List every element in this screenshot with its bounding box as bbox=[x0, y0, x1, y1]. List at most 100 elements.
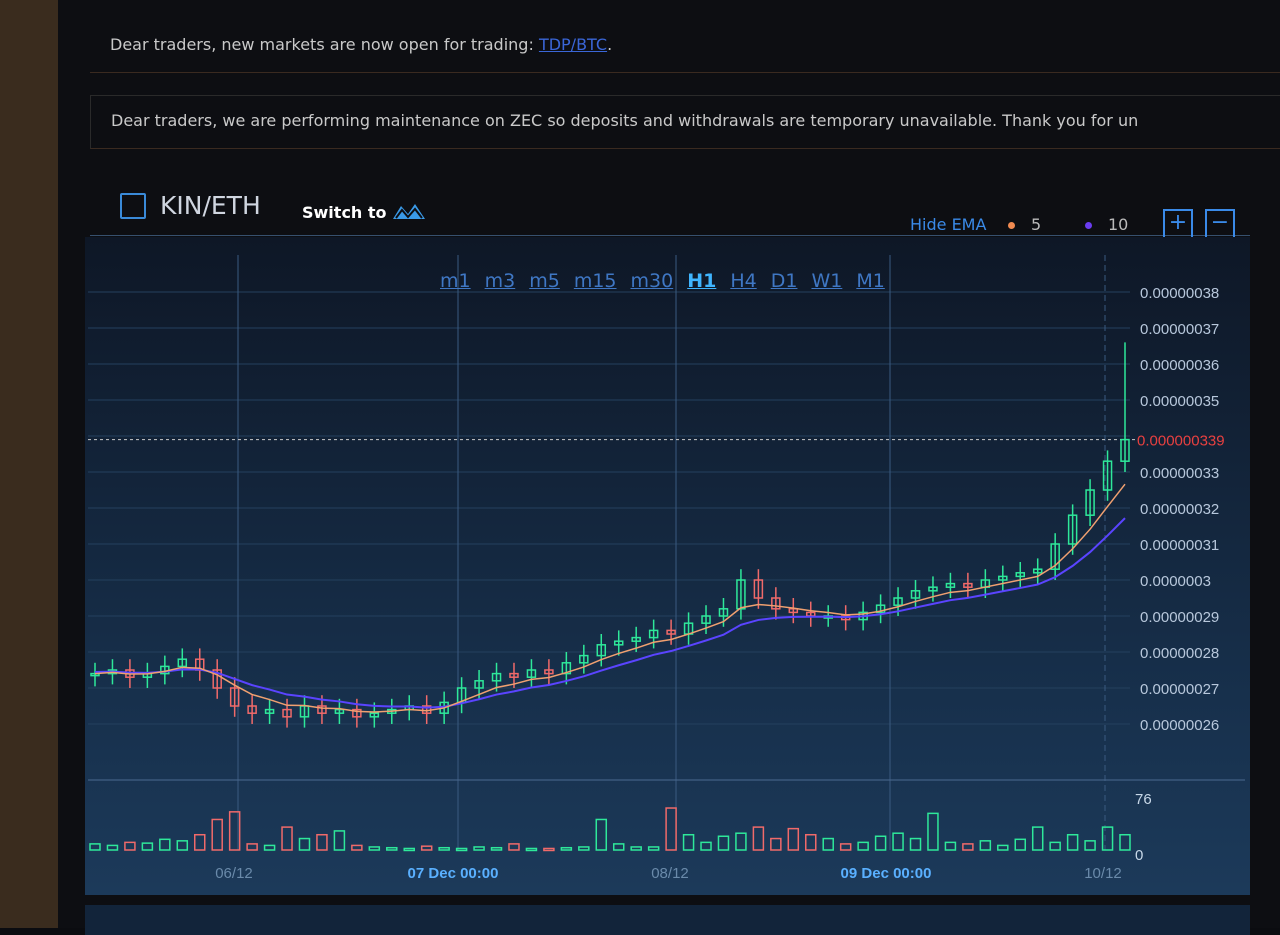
depth-chart-icon[interactable] bbox=[392, 201, 426, 221]
last-price-label: 0.000000339 bbox=[1137, 433, 1225, 450]
candle-body bbox=[526, 669, 537, 678]
notice-text: Dear traders, we are performing maintena… bbox=[111, 111, 1139, 130]
monitor-bezel bbox=[0, 0, 58, 928]
volume-bar bbox=[1049, 841, 1061, 851]
volume-bar bbox=[700, 841, 712, 851]
price-tick-label: 0.00000027 bbox=[1140, 681, 1219, 698]
volume-bar bbox=[176, 840, 189, 851]
tf-h1[interactable]: H1 bbox=[687, 270, 717, 292]
chart-header: KIN/ETH Switch to Hide EMA 5 10 + − bbox=[90, 185, 1250, 239]
price-tick-label: 0.00000029 bbox=[1140, 609, 1219, 626]
volume-bar bbox=[1031, 826, 1044, 851]
ema-5-legend[interactable]: 5 bbox=[1008, 215, 1041, 234]
volume-bar bbox=[298, 837, 311, 851]
x-axis-label: 09 Dec 00:00 bbox=[841, 865, 932, 882]
notice-maintenance: Dear traders, we are performing maintena… bbox=[90, 95, 1280, 149]
volume-tick-label: 0 bbox=[1135, 847, 1143, 864]
volume-bar bbox=[630, 846, 642, 851]
volume-bar bbox=[124, 841, 136, 851]
candle-body bbox=[317, 705, 327, 714]
price-tick-label: 0.00000035 bbox=[1140, 393, 1219, 410]
candle-body bbox=[579, 654, 589, 664]
tf-d1[interactable]: D1 bbox=[770, 270, 798, 292]
volume-bar bbox=[403, 847, 415, 852]
volume-bar bbox=[612, 843, 625, 851]
candle-body bbox=[648, 629, 659, 639]
tf-h4[interactable]: H4 bbox=[730, 270, 757, 292]
candle-body bbox=[1050, 543, 1060, 570]
volume-bar bbox=[595, 818, 608, 851]
tf-w1[interactable]: W1 bbox=[811, 270, 843, 292]
candle-body bbox=[718, 608, 729, 617]
volume-bar bbox=[892, 832, 904, 851]
volume-bar bbox=[962, 843, 974, 851]
price-tick-label: 0.00000038 bbox=[1140, 285, 1219, 302]
price-tick-label: 0.00000036 bbox=[1140, 357, 1219, 374]
switch-to-label[interactable]: Switch to bbox=[302, 203, 387, 222]
tf-m5[interactable]: m5 bbox=[529, 270, 560, 292]
ema-10-dot bbox=[1085, 222, 1092, 229]
candle-body bbox=[509, 672, 519, 678]
candle-body bbox=[369, 712, 380, 718]
price-tick-label: 0.00000026 bbox=[1140, 717, 1219, 734]
candle-body bbox=[544, 669, 554, 675]
volume-bar bbox=[752, 826, 765, 851]
volume-bar bbox=[263, 844, 276, 851]
tf-m15[interactable]: m15 bbox=[573, 270, 617, 292]
tf-mo1[interactable]: M1 bbox=[856, 270, 885, 292]
volume-bar bbox=[874, 835, 887, 851]
volume-bar bbox=[927, 812, 939, 851]
candle-body bbox=[352, 708, 362, 718]
candle-body bbox=[264, 708, 275, 714]
price-tick-label: 0.00000033 bbox=[1140, 465, 1219, 482]
volume-bar bbox=[787, 827, 800, 851]
ema-10-legend[interactable]: 10 bbox=[1085, 215, 1128, 234]
volume-bar bbox=[770, 837, 782, 851]
candle-body bbox=[1015, 572, 1026, 578]
notice-suffix: . bbox=[607, 35, 613, 54]
candle-body bbox=[613, 640, 624, 646]
candle-body bbox=[1085, 489, 1095, 516]
ema-10-line bbox=[94, 517, 1126, 709]
price-tick-label: 0.00000028 bbox=[1140, 645, 1219, 662]
volume-bar bbox=[665, 807, 677, 851]
x-axis-label: 08/12 bbox=[651, 865, 689, 882]
volume-bar bbox=[805, 833, 817, 851]
volume-bar bbox=[735, 832, 747, 851]
candle-body bbox=[701, 615, 711, 624]
candle-body bbox=[631, 636, 641, 642]
volume-bar bbox=[1101, 826, 1114, 851]
pair-title: KIN/ETH bbox=[160, 191, 261, 220]
volume-bar bbox=[159, 838, 171, 851]
volume-bar bbox=[508, 843, 520, 851]
tf-m1[interactable]: m1 bbox=[440, 270, 471, 292]
candle-body bbox=[282, 708, 292, 718]
candle-body bbox=[247, 705, 257, 714]
ema-5-label: 5 bbox=[1031, 215, 1042, 234]
ema-5-dot bbox=[1008, 222, 1015, 229]
candle-body bbox=[491, 672, 502, 682]
volume-bar bbox=[979, 840, 992, 851]
volume-bar bbox=[420, 845, 433, 851]
volume-bar bbox=[246, 843, 258, 851]
volume-bar bbox=[682, 833, 695, 851]
candle-body bbox=[910, 590, 921, 599]
volume-bar bbox=[455, 847, 468, 852]
volume-bar bbox=[211, 818, 223, 851]
x-axis-label: 06/12 bbox=[215, 865, 253, 882]
external-link-icon[interactable] bbox=[120, 193, 146, 219]
market-link[interactable]: TDP/BTC bbox=[538, 35, 608, 54]
volume-bar bbox=[1014, 838, 1027, 851]
tf-m30[interactable]: m30 bbox=[630, 270, 674, 292]
price-tick-label: 0.0000003 bbox=[1140, 573, 1211, 590]
volume-bar bbox=[578, 846, 590, 851]
candle-body bbox=[561, 662, 572, 675]
candle-body bbox=[1067, 514, 1078, 545]
candle-body bbox=[666, 629, 676, 635]
tf-m3[interactable]: m3 bbox=[484, 270, 516, 292]
volume-bar bbox=[543, 847, 555, 852]
hide-ema-button[interactable]: Hide EMA bbox=[910, 215, 987, 234]
candle-body bbox=[1032, 568, 1043, 574]
volume-bar bbox=[647, 846, 660, 851]
